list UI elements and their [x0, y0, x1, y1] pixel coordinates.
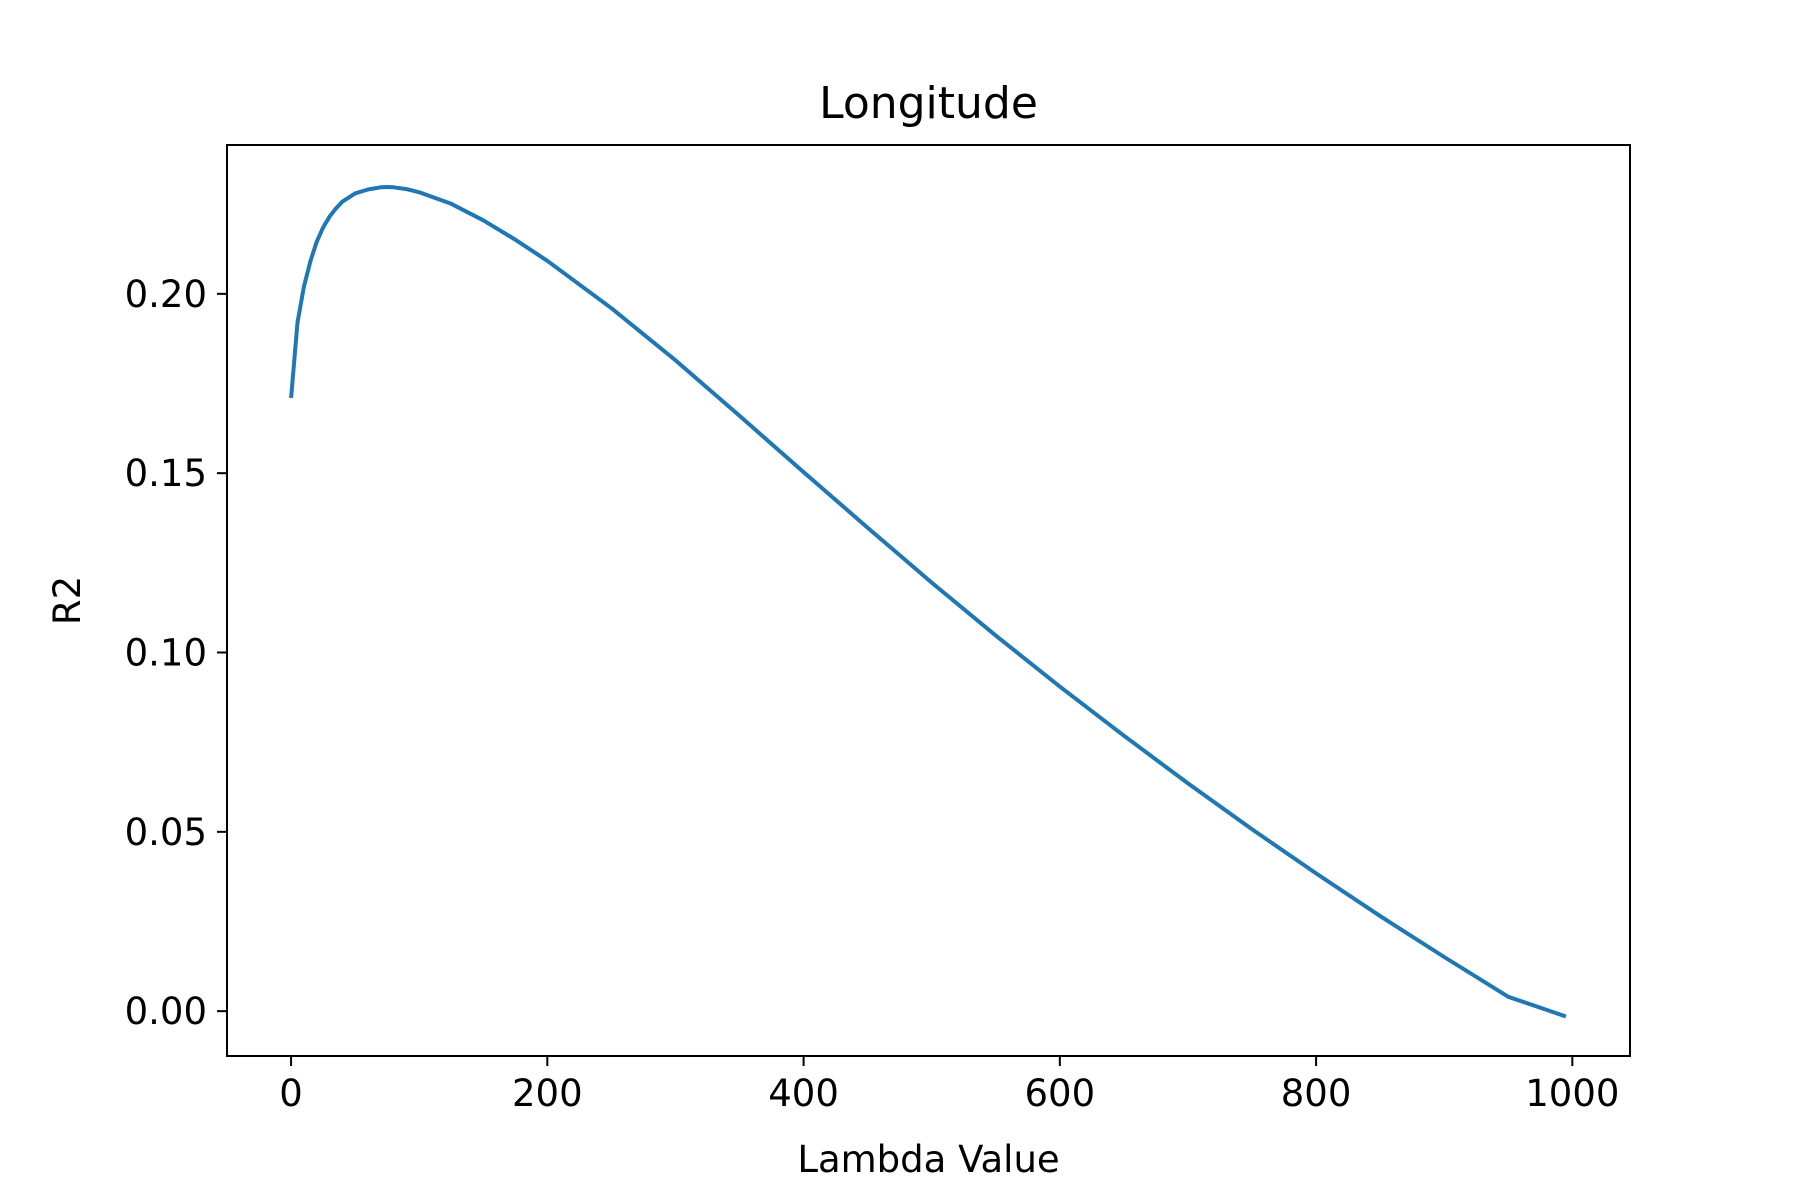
y-axis-title: R2 — [46, 576, 89, 625]
series-layer — [289, 185, 1567, 1019]
x-axis-ticks: 0 200 400 600 800 1000 — [279, 1056, 1619, 1115]
x-tick-label: 600 — [1025, 1072, 1096, 1115]
x-tick-label: 1000 — [1525, 1072, 1619, 1115]
x-tick-label: 400 — [768, 1072, 839, 1115]
y-tick-label: 0.00 — [125, 990, 207, 1033]
x-tick-label: 0 — [279, 1072, 303, 1115]
x-tick-label: 800 — [1281, 1072, 1352, 1115]
x-tick-label: 200 — [512, 1072, 583, 1115]
y-axis-ticks: 0.00 0.05 0.10 0.15 0.20 — [125, 273, 227, 1033]
series-line — [289, 185, 1567, 1019]
plot-frame — [226, 144, 1631, 1057]
y-tick-label: 0.20 — [125, 273, 207, 316]
x-axis-title: Lambda Value — [797, 1138, 1059, 1181]
y-tick-label: 0.05 — [125, 811, 207, 854]
chart-title: Longitude — [819, 78, 1038, 129]
y-tick-label: 0.15 — [125, 452, 207, 495]
y-tick-label: 0.10 — [125, 632, 207, 675]
